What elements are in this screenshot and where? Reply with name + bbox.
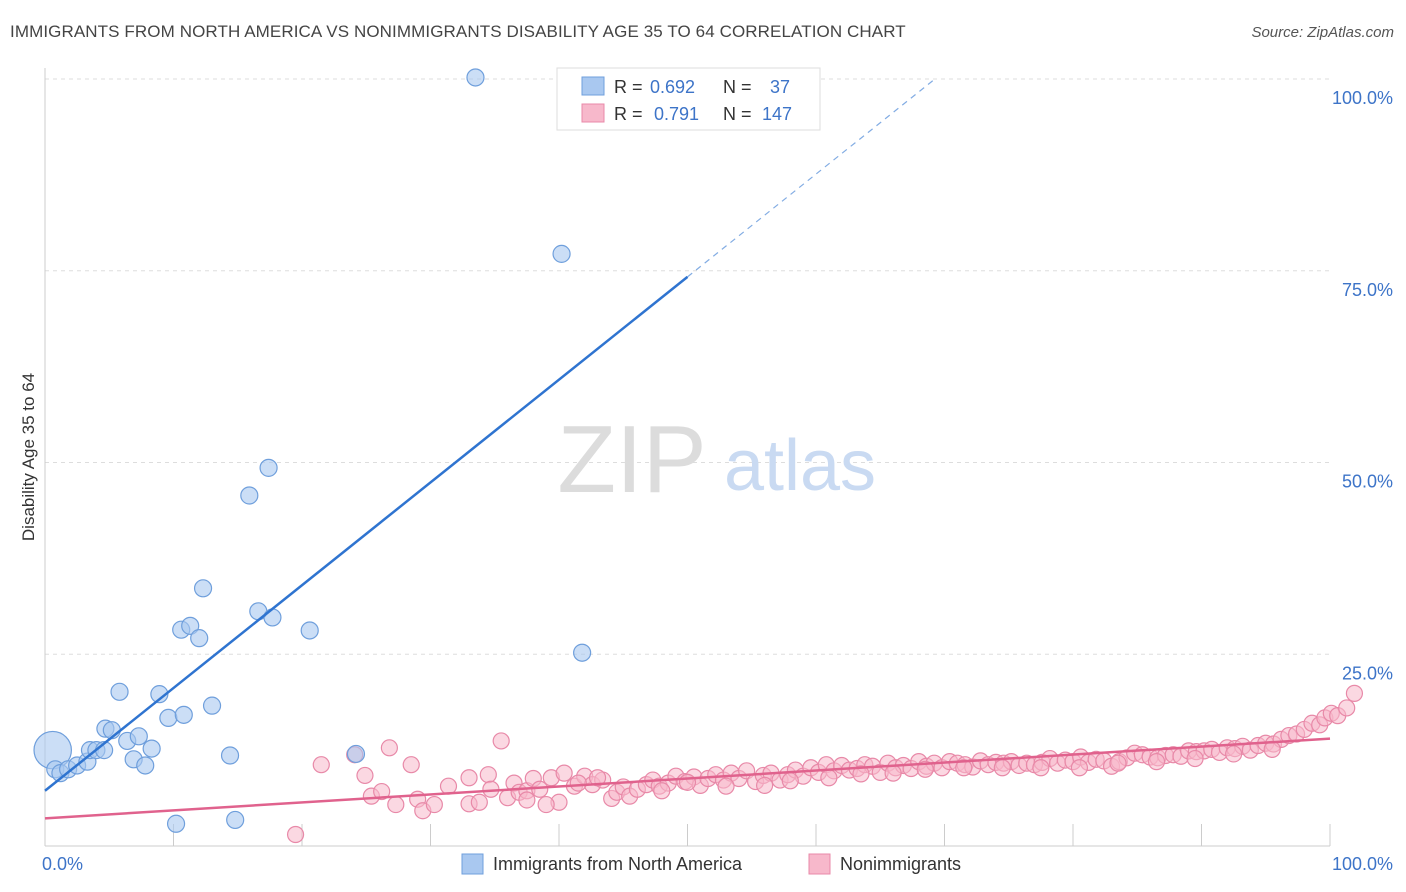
nonimmigrants-point	[286, 825, 305, 844]
axis-labels: 25.0% 50.0% 75.0% 100.0% 0.0% 100.0% Disabilit…	[19, 88, 1393, 874]
axes-layer	[44, 68, 1331, 847]
nonimmigrants-point	[820, 769, 838, 787]
nonimmigrants-point	[518, 791, 536, 809]
nonimmigrants-point	[1070, 759, 1089, 777]
nonimmigrants-point	[312, 756, 330, 774]
immigrants-point	[150, 685, 169, 704]
nonimmigrants-point	[470, 793, 488, 811]
immigrants-point	[573, 643, 592, 662]
legend-r-label-1: R =	[614, 77, 643, 97]
immigrants-point	[166, 814, 186, 833]
immigrants-point	[300, 621, 319, 640]
pink-swatch	[581, 103, 605, 123]
nonimmigrants-point	[1032, 759, 1050, 777]
immigrants-point	[110, 682, 129, 701]
nonimmigrants-point	[380, 739, 398, 757]
legend-label-immigrants: Immigrants from North America	[493, 854, 743, 874]
grid-layer	[45, 78, 1330, 655]
nonimmigrants-point	[479, 766, 497, 784]
immigrants-points	[33, 68, 592, 833]
legend-r-label-2: R =	[614, 104, 643, 124]
nonimmigrants-point	[717, 777, 735, 795]
stats-legend: R = 0.692 N = 37 R = 0.791 N = 147	[556, 67, 821, 131]
trend-lines	[44, 78, 1331, 820]
nonimmigrants-point	[1109, 754, 1127, 772]
immigrants-point	[226, 810, 245, 830]
immigrants-trend-extension	[687, 78, 936, 278]
nonimmigrants-trend-line	[44, 737, 1331, 820]
immigrants-point	[181, 616, 200, 635]
chart-title: IMMIGRANTS FROM NORTH AMERICA VS NONIMMI…	[10, 22, 906, 41]
nonimmigrants-point	[402, 756, 420, 774]
nonimmigrants-point	[678, 773, 697, 791]
nonimmigrants-point	[1186, 749, 1204, 768]
legend-n-value-1: 37	[770, 77, 790, 97]
watermark-zip: ZIP	[557, 406, 706, 513]
nonimmigrants-point	[425, 795, 443, 814]
nonimmigrants-points	[286, 684, 1364, 844]
legend-swatch-immigrants	[461, 853, 484, 875]
watermark-atlas: atlas	[724, 426, 876, 506]
legend-label-nonimmigrants: Nonimmigrants	[840, 854, 961, 874]
nonimmigrants-point	[387, 795, 405, 814]
nonimmigrants-point	[955, 759, 973, 777]
legend-r-value-2: 0.791	[654, 104, 699, 124]
source-credit: Source: ZipAtlas.com	[1251, 24, 1394, 41]
immigrants-point	[240, 486, 259, 505]
immigrants-point	[466, 68, 485, 87]
immigrants-point	[174, 705, 193, 724]
immigrants-point	[346, 744, 366, 764]
nonimmigrants-point	[916, 760, 934, 778]
nonimmigrants-point	[492, 732, 510, 750]
nonimmigrants-point	[588, 769, 607, 787]
nonimmigrants-point	[555, 764, 573, 782]
immigrants-point	[159, 708, 178, 728]
y-tick-label: 100.0%	[1332, 88, 1393, 108]
nonimmigrants-point	[852, 765, 870, 783]
nonimmigrants-point	[537, 795, 555, 814]
immigrants-point	[142, 739, 161, 758]
immigrants-point	[190, 629, 209, 648]
x-tick-label: 100.0%	[1332, 854, 1393, 874]
nonimmigrants-point	[653, 782, 671, 800]
immigrants-point	[136, 756, 155, 775]
immigrants-trend-line	[44, 275, 689, 792]
y-axis-title: Disability Age 35 to 64	[19, 373, 38, 541]
legend-n-label-2: N =	[723, 104, 752, 124]
nonimmigrants-point	[1147, 753, 1166, 771]
watermark: ZIP atlas	[557, 406, 876, 513]
x-tick-label: 0.0%	[42, 854, 83, 874]
legend-r-value-1: 0.692	[650, 77, 695, 97]
immigrants-point	[259, 458, 278, 477]
nonimmigrants-point	[356, 766, 374, 785]
immigrants-point	[552, 244, 571, 263]
immigrants-point	[202, 696, 222, 715]
nonimmigrants-point	[569, 774, 587, 792]
legend-swatch-nonimmigrants	[808, 853, 831, 875]
nonimmigrants-point	[993, 759, 1011, 777]
legend-n-value-2: 147	[762, 104, 792, 124]
immigrants-point	[193, 579, 213, 598]
immigrants-point	[220, 746, 240, 765]
legend-n-label-1: N =	[723, 77, 752, 97]
nonimmigrants-point	[884, 764, 902, 782]
nonimmigrants-point	[755, 776, 774, 795]
immigrants-point	[129, 727, 148, 746]
nonimmigrants-point	[781, 772, 799, 790]
blue-swatch	[581, 76, 605, 96]
nonimmigrants-point	[1225, 745, 1243, 763]
y-tick-label: 25.0%	[1342, 663, 1393, 683]
y-tick-label: 50.0%	[1342, 472, 1393, 492]
immigrants-point	[263, 608, 282, 627]
series-legend: Immigrants from North America Nonimmigra…	[461, 853, 961, 875]
nonimmigrants-point	[1338, 699, 1356, 717]
nonimmigrants-point	[1345, 684, 1364, 702]
nonimmigrants-point	[373, 782, 391, 801]
y-tick-label: 75.0%	[1342, 280, 1393, 300]
nonimmigrants-point	[460, 769, 478, 787]
